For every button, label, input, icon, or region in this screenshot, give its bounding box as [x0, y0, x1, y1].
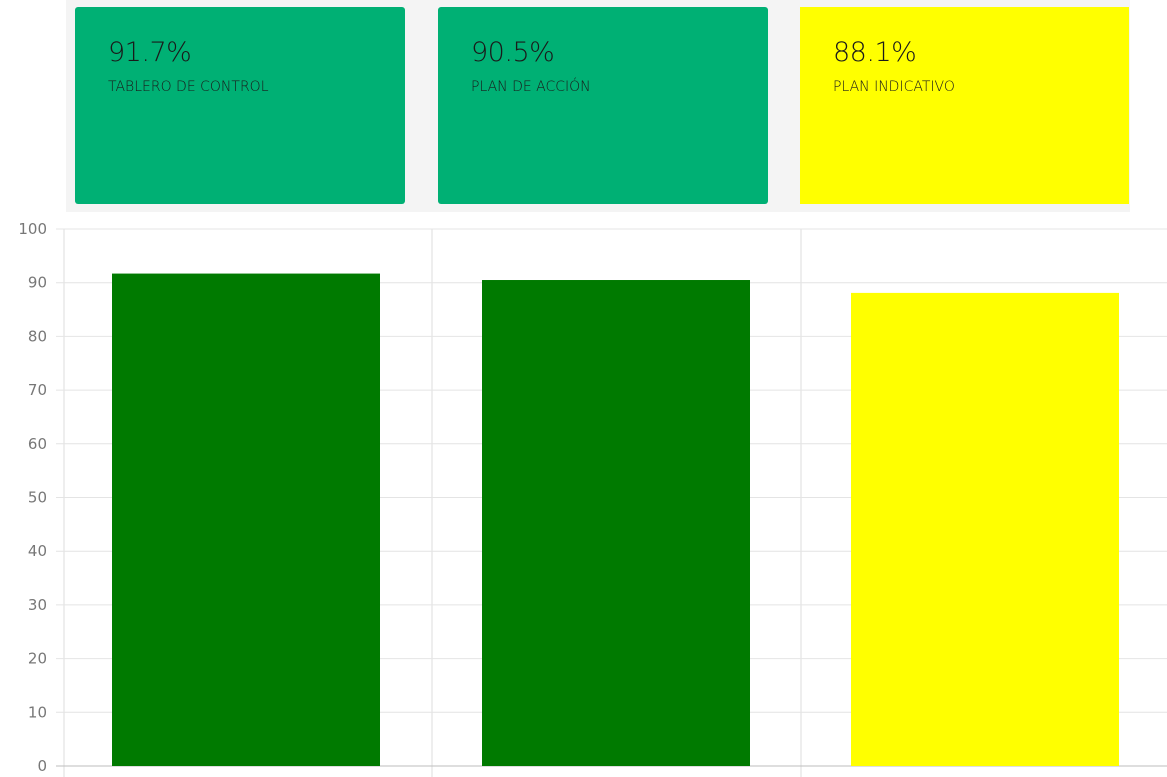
- y-tick-label: 80: [28, 327, 47, 345]
- y-tick-label: 0: [37, 757, 47, 775]
- bar-2[interactable]: [482, 280, 750, 766]
- y-tick-label: 90: [28, 274, 47, 292]
- kpi-card-plan-indicativo[interactable]: 88.1% PLAN INDICATIVO: [800, 7, 1129, 204]
- y-tick-label: 30: [28, 596, 47, 614]
- y-tick-label: 10: [28, 703, 47, 721]
- kpi-label: PLAN DE ACCIÓN: [471, 79, 591, 95]
- y-tick-label: 50: [28, 489, 47, 507]
- kpi-value: 91.7%: [108, 37, 192, 68]
- kpi-card-tablero-de-control[interactable]: 91.7% TABLERO DE CONTROL: [75, 7, 405, 204]
- y-tick-label: 40: [28, 542, 47, 560]
- y-tick-label: 100: [18, 220, 47, 238]
- bar-1[interactable]: [112, 273, 380, 766]
- chart-bars: [112, 273, 1119, 766]
- y-tick-label: 60: [28, 435, 47, 453]
- y-tick-label: 70: [28, 381, 47, 399]
- kpi-label: PLAN INDICATIVO: [833, 79, 955, 95]
- kpi-label: TABLERO DE CONTROL: [108, 79, 269, 95]
- y-tick-label: 20: [28, 650, 47, 668]
- bar-3[interactable]: [851, 292, 1119, 766]
- kpi-value: 88.1%: [833, 37, 917, 68]
- bar-chart: 0 10 20 30 40 50 60 70 80 90 100: [18, 220, 1167, 777]
- kpi-value: 90.5%: [471, 37, 555, 68]
- y-axis-ticks: 0 10 20 30 40 50 60 70 80 90 100: [18, 220, 47, 775]
- kpi-card-plan-de-accion[interactable]: 90.5% PLAN DE ACCIÓN: [438, 7, 768, 204]
